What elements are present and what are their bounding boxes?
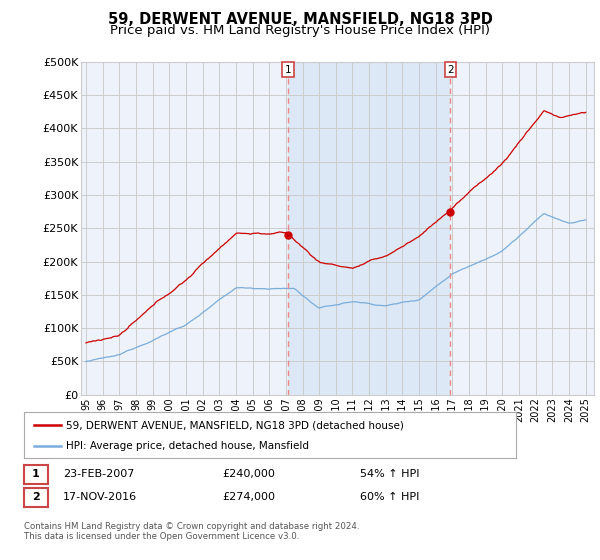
Text: 17-NOV-2016: 17-NOV-2016: [63, 492, 137, 502]
Text: 59, DERWENT AVENUE, MANSFIELD, NG18 3PD: 59, DERWENT AVENUE, MANSFIELD, NG18 3PD: [107, 12, 493, 27]
Text: 2: 2: [32, 492, 40, 502]
Text: 1: 1: [32, 469, 40, 479]
Text: HPI: Average price, detached house, Mansfield: HPI: Average price, detached house, Mans…: [66, 441, 309, 451]
Bar: [288, 62, 451, 395]
Text: 60% ↑ HPI: 60% ↑ HPI: [360, 492, 419, 502]
Text: 54% ↑ HPI: 54% ↑ HPI: [360, 469, 419, 479]
Text: Contains HM Land Registry data © Crown copyright and database right 2024.
This d: Contains HM Land Registry data © Crown c…: [24, 522, 359, 542]
Text: Price paid vs. HM Land Registry's House Price Index (HPI): Price paid vs. HM Land Registry's House …: [110, 24, 490, 36]
Text: £274,000: £274,000: [222, 492, 275, 502]
Text: 23-FEB-2007: 23-FEB-2007: [63, 469, 134, 479]
Text: 59, DERWENT AVENUE, MANSFIELD, NG18 3PD (detached house): 59, DERWENT AVENUE, MANSFIELD, NG18 3PD …: [66, 420, 404, 430]
Text: £240,000: £240,000: [222, 469, 275, 479]
Text: 1: 1: [284, 64, 291, 74]
Text: 2: 2: [447, 64, 454, 74]
